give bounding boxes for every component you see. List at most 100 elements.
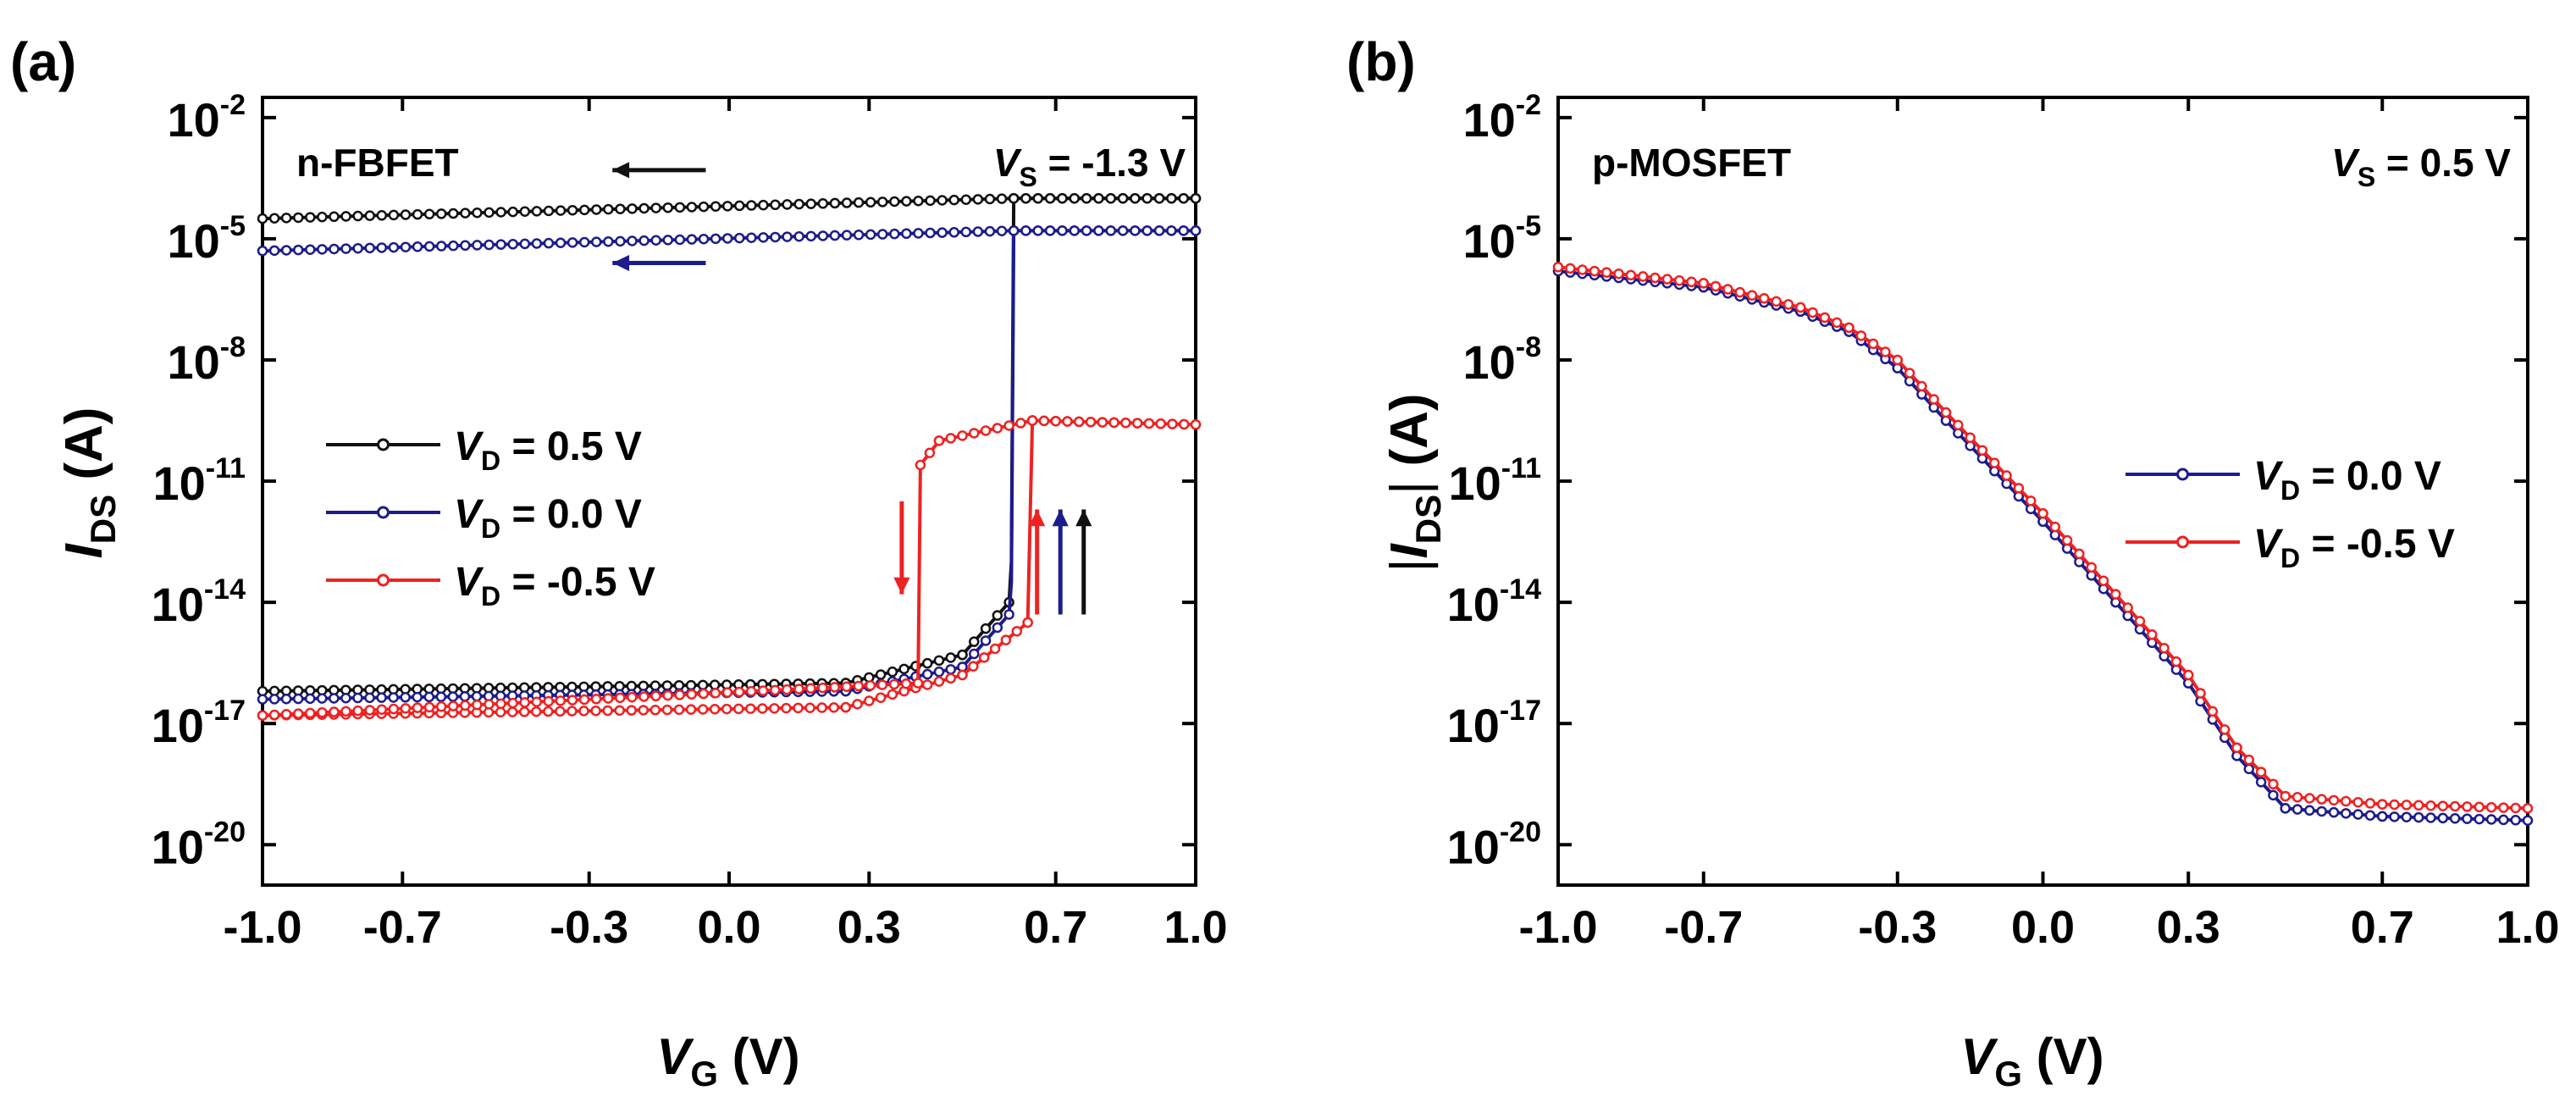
series-2-forward-line-marker [495, 706, 506, 718]
series-1-reverse-line-marker [865, 229, 876, 241]
series-2-forward-line-marker [518, 706, 530, 717]
series-2-forward-line-marker [673, 704, 685, 716]
series-0-line-marker [2522, 815, 2534, 826]
series-1-line-marker [1625, 269, 1637, 281]
series-1-forward-line-marker [423, 691, 435, 703]
series-1-line-marker [2037, 507, 2048, 519]
series-2-reverse-line-marker [329, 706, 340, 717]
series-0-reverse-line-marker [400, 209, 412, 220]
series-1-line-marker [2280, 790, 2291, 802]
y-tick-exponent: -20 [1500, 816, 1541, 848]
arrow-head-red [893, 577, 910, 595]
series-1-reverse-line-marker [746, 232, 757, 243]
series-1-line-marker [1867, 338, 1879, 350]
y-tick-exponent: -5 [1516, 210, 1541, 242]
condition-sub: S [1020, 162, 1037, 192]
series-2-forward-line-marker [769, 703, 780, 714]
x-tick-label: 1.0 [1164, 902, 1227, 953]
series-0-reverse-line-marker [996, 193, 1008, 204]
series-0-reverse-line-marker [1020, 192, 1031, 204]
y-tick-exponent: -8 [220, 331, 246, 363]
series-2-reverse-line-marker [674, 689, 685, 700]
series-1-line-marker [2013, 483, 2025, 494]
legend-label-1: VD = -0.5 V [2253, 522, 2455, 573]
x-axis-unit: (V) [718, 1028, 800, 1085]
series-1-forward-line-marker [352, 692, 363, 704]
y-tick-exponent: -17 [1500, 695, 1541, 727]
series-0-reverse-line-marker [793, 198, 804, 210]
series-1-reverse-line-marker [591, 236, 602, 247]
y-tick-base: 10 [152, 457, 205, 510]
legend-value: = 0.5 V [500, 424, 642, 469]
series-0-line-marker [2498, 814, 2509, 826]
legend-var: V [454, 492, 484, 537]
x-axis-var: V [1960, 1028, 1998, 1085]
series-1-reverse-line-marker [1057, 225, 1068, 236]
series-1-reverse-line-marker [1032, 225, 1044, 236]
series-0-reverse-line-marker [460, 208, 471, 219]
x-tick-label: 0.7 [2351, 902, 2414, 953]
series-1-reverse-line-marker [960, 226, 972, 238]
condition-value: = 0.5 V [2375, 141, 2511, 185]
series-2-reverse-line [262, 418, 1197, 717]
series-2-reverse-line-marker [912, 678, 924, 689]
series-1-reverse-line-marker [495, 239, 506, 250]
series-1-forward-line-marker [921, 668, 933, 680]
series-1-forward-line-marker [292, 693, 304, 705]
series-1-line-marker [1807, 307, 1818, 318]
y-tick-exponent: -8 [1516, 331, 1541, 363]
series-2-reverse-line-marker [1120, 418, 1131, 429]
series-1-forward-line-marker [304, 693, 316, 705]
series-1-line-marker [1613, 268, 1624, 280]
series-1-reverse-line-marker [268, 245, 280, 257]
series-1-line-marker [2243, 754, 2255, 766]
series-1-line-marker [2474, 801, 2485, 813]
legend-value: = 0.0 V [500, 492, 642, 537]
series-1-line-marker [1746, 290, 1758, 301]
series-0-reverse-line-marker [543, 205, 555, 217]
series-1-line-marker [2207, 706, 2219, 717]
series-0-reverse-line-marker [782, 199, 793, 210]
series-1-reverse-line-marker [615, 235, 626, 247]
series-0-reverse-line-marker [913, 196, 924, 207]
series-1-line-marker [2170, 656, 2182, 667]
series-1-reverse-line-marker [721, 233, 733, 244]
y-axis-label-group: |IDS| (A) [1380, 393, 1448, 572]
series-2-forward-line [262, 418, 1197, 717]
y-tick-base: 10 [1462, 335, 1515, 389]
panel-label: (b) [1346, 31, 1416, 92]
panel-a: (a)-1.0 -0.7 -0.3 0.0 0.3 0.7 1.010-2010-1710-… [10, 31, 1228, 1093]
series-2-reverse-line-marker [980, 425, 992, 436]
condition-var: V [993, 141, 1022, 185]
series-1-reverse-line-marker [996, 225, 1008, 237]
series-2-forward-line-marker [1000, 634, 1012, 645]
series-1-line-marker [1661, 274, 1673, 285]
series-0-reverse-line-marker [710, 201, 721, 212]
series-0-reverse-line-marker [1105, 192, 1116, 204]
series-1-line-marker [2425, 800, 2436, 811]
series-1-line-marker [2291, 792, 2303, 803]
series-2-forward-line-marker [685, 704, 697, 715]
series-1-reverse-line-marker [686, 234, 698, 245]
y-tick-base: 10 [1447, 578, 1500, 631]
series-0-reverse-line-marker [805, 198, 816, 209]
series-1-reverse-line-marker [889, 228, 900, 240]
x-tick-label: 0.3 [2157, 902, 2220, 953]
legend-value: = 0.0 V [2300, 454, 2441, 499]
legend-sub: D [481, 446, 500, 476]
series-0-line-marker [2389, 811, 2400, 822]
y-tick-base: 10 [167, 93, 219, 147]
series-0-reverse-line-marker [1178, 192, 1189, 204]
series-0-reverse-line-marker [423, 208, 435, 220]
series-0-reverse-line-marker [484, 207, 495, 219]
series-2-forward-line-marker [543, 706, 554, 717]
series-1-forward-line-marker [376, 692, 387, 703]
series-1-line-marker [1989, 457, 2000, 468]
arrow-head-black [1075, 509, 1092, 527]
series-0-reverse-line-marker [472, 208, 483, 219]
series-1-reverse-line-marker [340, 243, 351, 254]
series-0-reverse-line-marker [364, 210, 375, 221]
series-0-reverse-line-marker [674, 202, 686, 213]
series-1-reverse-line-marker [364, 242, 375, 254]
legend-sub: D [2280, 475, 2300, 506]
